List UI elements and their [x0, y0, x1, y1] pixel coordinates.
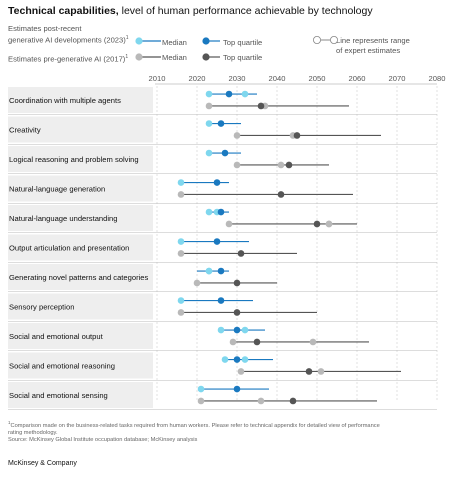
category-label: Generating novel patterns and categories — [9, 273, 149, 282]
post-median-dot — [205, 120, 213, 127]
category-label: Natural-language generation — [9, 185, 105, 194]
post-top-quartile-dot — [225, 90, 233, 98]
pre-estimate-dot — [225, 220, 233, 228]
x-tick-label: 2010 — [149, 74, 166, 83]
post-top-quartile-dot — [217, 208, 225, 216]
pre-median-dot — [309, 338, 317, 346]
post-top-quartile-dot — [217, 267, 225, 275]
row-band — [8, 352, 153, 379]
row-band — [8, 146, 153, 172]
row-band — [8, 205, 153, 231]
post-top-quartile-dot — [233, 385, 241, 393]
pre-top-quartile-dot — [285, 161, 293, 169]
chart-title: Technical capabilities, level of human p… — [8, 5, 373, 17]
pre-top-quartile-dot — [233, 279, 241, 287]
category-label: Output articulation and presentation — [9, 244, 129, 253]
pre-median-dot — [177, 191, 185, 198]
x-tick-label: 2030 — [229, 74, 246, 83]
pre-top-quartile-dot — [313, 220, 321, 228]
x-tick-label: 2080 — [429, 74, 446, 83]
pre-estimate-dot — [237, 368, 245, 375]
post-top-quartile-dot — [213, 238, 221, 245]
post-top-quartile-dot — [217, 297, 225, 304]
pre-estimate-dot — [205, 102, 213, 110]
pre-median-dot — [325, 220, 333, 228]
x-tick-label: 2060 — [349, 74, 366, 83]
category-label: Creativity — [9, 126, 41, 135]
post-top-quartile-dot — [233, 326, 241, 334]
legend-pre-median-dot — [135, 53, 143, 61]
pre-top-quartile-dot — [257, 102, 265, 110]
legend-pre-label: Estimates pre-generative AI (2017)1 — [8, 54, 129, 64]
category-label: Social and emotional output — [9, 332, 104, 341]
pre-estimate-dot — [229, 338, 237, 346]
pre-median-dot — [177, 250, 185, 257]
post-top-quartile-dot — [217, 120, 225, 127]
category-label: Sensory perception — [9, 303, 74, 312]
pre-top-quartile-dot — [305, 368, 313, 375]
brand-logo-text: McKinsey & Company — [8, 460, 77, 467]
post-estimate-dot — [241, 326, 249, 334]
category-label: Natural-language understanding — [9, 214, 118, 223]
post-median-dot — [177, 238, 185, 245]
row-band — [8, 264, 153, 290]
legend-post-top: Top quartile — [223, 38, 263, 47]
post-median-dot — [205, 267, 213, 275]
post-estimate-dot — [241, 90, 249, 98]
x-tick-label: 2050 — [309, 74, 326, 83]
pre-top-quartile-dot — [293, 132, 301, 139]
row-band — [8, 116, 153, 143]
legend-post-median: Median — [162, 38, 187, 47]
category-label: Social and emotional reasoning — [9, 362, 115, 371]
pre-median-dot — [257, 397, 265, 405]
post-median-dot — [205, 149, 213, 157]
legend-range-note: Line represents range of expert estimate… — [336, 36, 410, 55]
post-estimate-dot — [241, 356, 249, 363]
x-tick-label: 2040 — [269, 74, 286, 83]
pre-median-dot — [277, 161, 285, 169]
legend-post-label: Estimates post-recent generative AI deve… — [8, 24, 129, 45]
pre-top-quartile-dot — [253, 338, 261, 346]
legend-range-dot — [329, 36, 338, 45]
row-band — [8, 234, 153, 261]
post-top-quartile-dot — [213, 179, 221, 186]
pre-estimate-dot — [197, 397, 205, 405]
legend-pre-top-dot — [202, 53, 210, 61]
pre-top-quartile-dot — [233, 309, 241, 316]
pre-top-quartile-dot — [277, 191, 285, 198]
pre-top-quartile-dot — [237, 250, 245, 257]
pre-estimate-dot — [233, 132, 241, 139]
post-median-dot — [197, 385, 205, 393]
row-band — [8, 382, 153, 408]
pre-top-quartile-dot — [289, 397, 297, 405]
legend-post-median-dot — [135, 37, 143, 45]
legend-pre-median: Median — [162, 53, 187, 62]
pre-estimate-dot — [233, 161, 241, 169]
post-median-dot — [221, 356, 229, 363]
row-band — [8, 87, 153, 113]
post-median-dot — [177, 179, 185, 186]
category-label: Social and emotional sensing — [9, 391, 108, 400]
row-band — [8, 293, 153, 320]
post-median-dot — [205, 90, 213, 98]
x-tick-label: 2070 — [389, 74, 406, 83]
post-top-quartile-dot — [233, 356, 241, 363]
category-label: Logical reasoning and problem solving — [9, 155, 139, 164]
pre-median-dot — [317, 368, 325, 375]
pre-median-dot — [193, 279, 201, 287]
footnote: 1Comparison made on the business-related… — [8, 420, 380, 444]
post-top-quartile-dot — [221, 149, 229, 157]
post-median-dot — [205, 208, 213, 216]
legend-post-top-dot — [202, 37, 210, 45]
row-band — [8, 323, 153, 349]
x-tick-label: 2020 — [189, 74, 206, 83]
legend-pre-top: Top quartile — [223, 53, 263, 62]
post-median-dot — [217, 326, 225, 334]
post-median-dot — [177, 297, 185, 304]
legend-range-dot — [312, 36, 321, 45]
row-band — [8, 175, 153, 202]
pre-median-dot — [177, 309, 185, 316]
category-label: Coordination with multiple agents — [9, 96, 121, 105]
